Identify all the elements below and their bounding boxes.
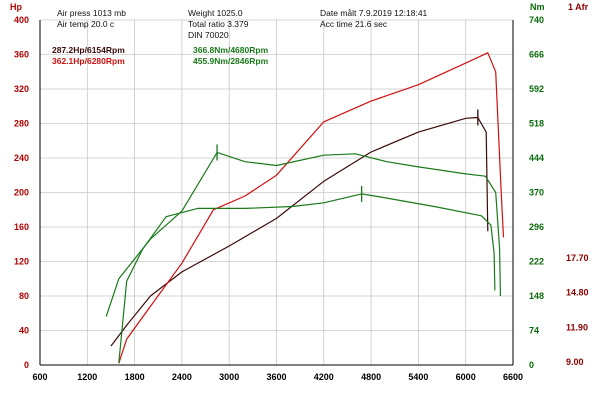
readout-torque-stock: 366.8Nm/4680Rpm <box>193 45 269 55</box>
series-line-2 <box>118 52 505 364</box>
readout-power-tuned: 362.1Hp/6280Rpm <box>52 56 125 66</box>
header-acc-time: Acc time 21.6 sec <box>320 19 388 29</box>
left-tick-label: 160 <box>14 222 29 232</box>
x-tick-label: 6000 <box>456 372 476 382</box>
chart-axes <box>39 20 514 366</box>
series-line-3 <box>105 151 501 317</box>
afr-tick-label: 14.80 <box>566 288 589 298</box>
left-tick-label: 320 <box>14 84 29 94</box>
right-tick-label: 444 <box>529 153 544 163</box>
left-tick-label: 200 <box>14 188 29 198</box>
header-air-temp: Air temp 20.0 c <box>57 19 115 29</box>
left-tick-label: 360 <box>14 50 29 60</box>
right-tick-label: 0 <box>529 360 534 370</box>
afr-axis-title: 1 Afr <box>568 2 589 12</box>
afr-tick-label: 11.90 <box>566 322 588 332</box>
left-tick-label: 400 <box>14 15 29 25</box>
right-tick-label: 740 <box>529 15 544 25</box>
header-weight: Weight 1025.0 <box>188 8 243 18</box>
right-tick-label: 148 <box>529 291 544 301</box>
right-tick-label: 666 <box>529 50 544 60</box>
header-total-ratio: Total ratio 3.379 <box>188 19 249 29</box>
left-tick-label: 240 <box>14 153 29 163</box>
x-tick-label: 600 <box>32 372 47 382</box>
right-tick-label: 370 <box>529 188 544 198</box>
x-tick-label: 4200 <box>314 372 334 382</box>
left-tick-label: 40 <box>19 326 29 336</box>
header-air-press: Air press 1013 mb <box>57 8 126 18</box>
x-tick-label: 5400 <box>408 372 428 382</box>
chart-series-layer <box>105 52 505 364</box>
x-tick-label: 1200 <box>77 372 97 382</box>
x-tick-label: 2400 <box>172 372 192 382</box>
right-tick-label: 74 <box>529 326 539 336</box>
afr-tick-label: 9.00 <box>566 357 584 367</box>
afr-tick-label: 17.70 <box>566 253 589 263</box>
left-tick-label: 120 <box>14 257 29 267</box>
left-tick-label: 0 <box>24 360 29 370</box>
x-tick-label: 6600 <box>503 372 523 382</box>
left-tick-label: 280 <box>14 119 29 129</box>
right-tick-label: 518 <box>529 119 544 129</box>
right-tick-label: 592 <box>529 84 544 94</box>
chart-grid <box>39 19 514 366</box>
right-tick-label: 222 <box>529 257 544 267</box>
readout-torque-tuned: 455.9Nm/2846Rpm <box>193 56 269 66</box>
readout-power-stock: 287.2Hp/6154Rpm <box>52 45 125 55</box>
header-din: DIN 70020 <box>188 30 229 40</box>
x-tick-label: 1800 <box>125 372 145 382</box>
x-tick-label: 3000 <box>219 372 239 382</box>
header-date: Date målt 7.9.2019 12:18:41 <box>320 8 428 18</box>
series-line-4 <box>118 193 496 364</box>
left-axis-title: Hp <box>10 2 22 12</box>
chart-tick-labels: 600 1200 1800 2400 3000 3600 4200 4800 5400 6000 6… <box>14 15 589 382</box>
x-tick-label: 4800 <box>361 372 381 382</box>
left-tick-label: 80 <box>19 291 29 301</box>
right-tick-label: 296 <box>529 222 544 232</box>
right-axis-title: Nm <box>530 2 545 12</box>
series-line-1 <box>110 116 489 347</box>
x-tick-label: 3600 <box>266 372 286 382</box>
